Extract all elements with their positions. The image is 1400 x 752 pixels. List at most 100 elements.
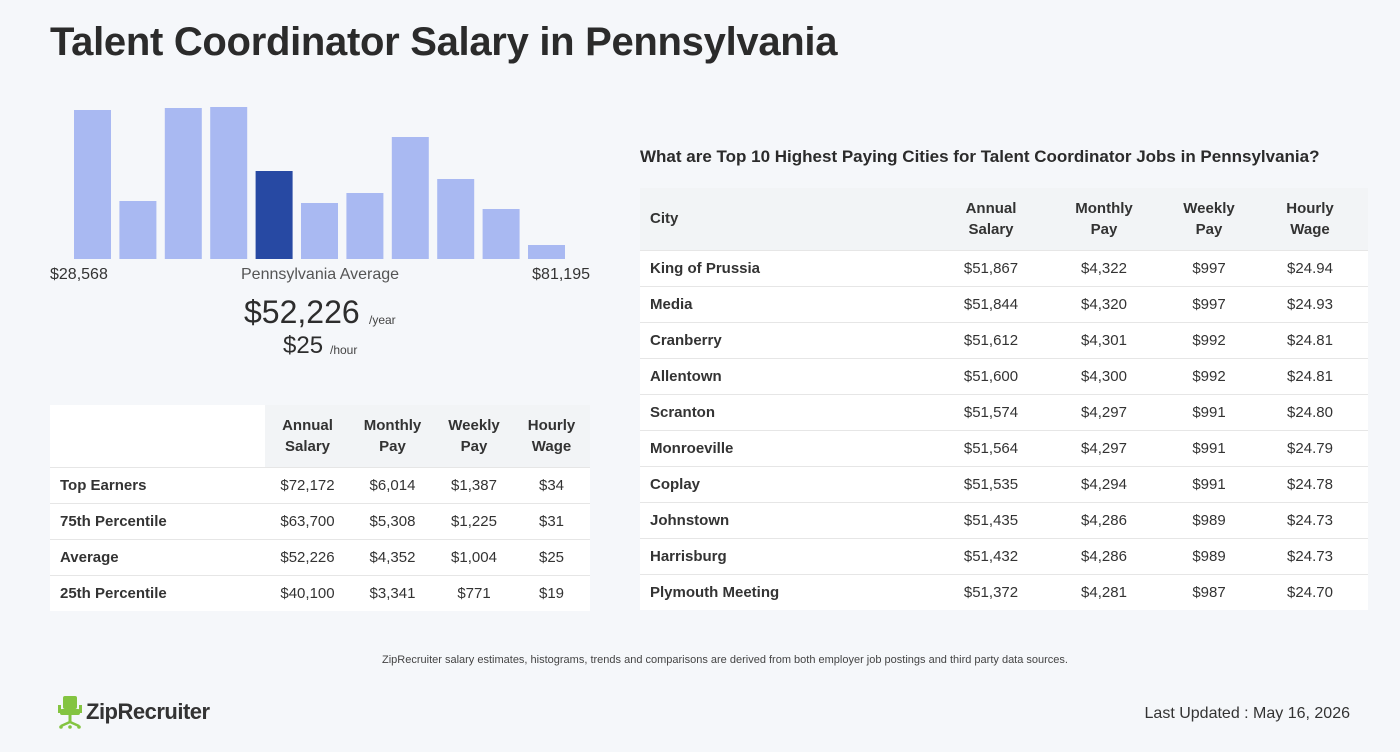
header-hourly-wage: Hourly Wage [513,405,590,467]
weekly-cell: $997 [1192,295,1226,313]
city-name-cell: Plymouth Meeting [650,583,780,601]
header-monthly-pay: Monthly Pay [1042,188,1166,250]
weekly-cell: $992 [1192,331,1226,349]
header-weekly-pay: Weekly Pay [435,405,513,467]
city-name-cell: Allentown [650,367,722,385]
weekly-cell: $992 [1192,367,1226,385]
hourly-cell: $24.79 [1287,439,1333,457]
table-row: 75th Percentile $63,700 $5,308 $1,225 $3… [50,503,590,539]
hourly-cell: $24.81 [1287,331,1333,349]
table-row: Harrisburg $51,432 $4,286 $989 $24.73 [640,538,1368,574]
top-cities-table: City Annual Salary Monthly Pay Weekly Pay H… [640,188,1368,610]
ziprecruiter-logo[interactable]: ZipRecruiter [58,695,210,729]
monthly-cell: $4,301 [1081,331,1127,349]
histogram-bar [437,179,475,259]
annual-cell: $51,612 [963,331,1019,349]
annual-cell: $51,432 [963,547,1019,565]
weekly-cell: $1,225 [451,512,497,530]
table-row: Scranton $51,574 $4,297 $991 $24.80 [640,394,1368,430]
histogram-bar [346,193,384,259]
monthly-cell: $5,308 [369,512,416,530]
header-monthly-pay: Monthly Pay [350,405,435,467]
cities-table-header: City Annual Salary Monthly Pay Weekly Pay H… [640,188,1368,250]
row-label: 75th Percentile [60,512,167,530]
average-hourly-wage: $25 [283,332,324,359]
header-annual-salary: Annual Salary [940,188,1042,250]
histogram-bar [482,209,520,259]
table-row: Johnstown $51,435 $4,286 $989 $24.73 [640,502,1368,538]
weekly-cell: $1,004 [451,548,497,566]
hourly-cell: $24.78 [1287,475,1333,493]
salary-histogram [50,100,590,260]
monthly-cell: $4,294 [1081,475,1127,493]
average-hourly-unit: /hour [330,343,358,357]
hourly-cell: $31 [538,512,565,530]
table-row: Cranberry $51,612 $4,301 $992 $24.81 [640,322,1368,358]
histogram-bar [528,245,565,259]
data-disclaimer: ZipRecruiter salary estimates, histogram… [382,654,1068,666]
histogram-bar-average [255,171,293,259]
monthly-cell: $4,320 [1081,295,1127,313]
monthly-cell: $3,341 [369,584,416,602]
average-yearly-salary: $52,226 [244,294,360,330]
weekly-cell: $991 [1192,439,1226,457]
chair-mascot-icon [58,696,82,729]
weekly-cell: $991 [1192,475,1226,493]
weekly-cell: $1,387 [451,476,497,494]
table-row: Top Earners $72,172 $6,014 $1,387 $34 [50,467,590,503]
table-row: Allentown $51,600 $4,300 $992 $24.81 [640,358,1368,394]
histogram-svg [74,107,565,259]
annual-cell: $51,600 [963,367,1019,385]
annual-cell: $63,700 [280,512,335,530]
hourly-cell: $24.93 [1287,295,1333,313]
header-city: City [640,188,940,250]
monthly-cell: $4,297 [1081,439,1127,457]
header-weekly-pay: Weekly Pay [1166,188,1252,250]
top-cities-heading: What are Top 10 Highest Paying Cities fo… [640,147,1320,166]
city-name-cell: King of Prussia [650,259,761,277]
city-name-cell: Coplay [650,475,701,493]
monthly-cell: $4,281 [1081,583,1127,601]
city-name-cell: Cranberry [650,331,722,349]
row-label: Average [60,548,119,566]
percentile-table: Annual Salary Monthly Pay Weekly Pay Hourly… [50,405,590,611]
header-annual-salary: Annual Salary [265,405,350,467]
annual-cell: $51,867 [963,259,1019,277]
row-label: Top Earners [60,476,147,494]
page-title: Talent Coordinator Salary in Pennsylvani… [50,20,838,64]
weekly-cell: $987 [1192,583,1226,601]
table-row: Plymouth Meeting $51,372 $4,281 $987 $24.70 [640,574,1368,610]
weekly-cell: $991 [1192,403,1226,421]
histogram-bar [119,201,157,259]
header-empty-cell [50,405,265,467]
table-row: Monroeville $51,564 $4,297 $991 $24.79 [640,430,1368,466]
annual-cell: $52,226 [280,548,335,566]
row-label: 25th Percentile [60,584,167,602]
table-row: King of Prussia $51,867 $4,322 $997 $24.94 [640,250,1368,286]
table-row: Average $52,226 $4,352 $1,004 $25 [50,539,590,575]
city-name-cell: Scranton [650,403,716,421]
hourly-cell: $24.80 [1287,403,1333,421]
weekly-cell: $771 [457,584,491,602]
logo-wordmark: ZipRecruiter [86,699,210,724]
table-row: 25th Percentile $40,100 $3,341 $771 $19 [50,575,590,611]
histogram-bar [164,108,202,259]
monthly-cell: $4,286 [1081,511,1127,529]
hourly-cell: $34 [538,476,565,494]
weekly-cell: $989 [1192,547,1226,565]
city-name-cell: Harrisburg [650,547,727,565]
annual-cell: $51,564 [963,439,1019,457]
histogram-max-label: $81,195 [532,266,590,283]
average-yearly-unit: /year [369,313,396,327]
last-updated-date: Last Updated : May 16, 2026 [1144,705,1350,722]
monthly-cell: $4,286 [1081,547,1127,565]
monthly-cell: $6,014 [369,476,416,494]
annual-cell: $51,435 [963,511,1019,529]
histogram-bar [210,107,248,259]
percentile-table-header: Annual Salary Monthly Pay Weekly Pay Hourly… [50,405,590,467]
histogram-min-label: $28,568 [50,266,108,283]
histogram-bar [391,137,429,259]
annual-cell: $51,574 [963,403,1019,421]
annual-cell: $51,535 [963,475,1019,493]
monthly-cell: $4,300 [1081,367,1127,385]
